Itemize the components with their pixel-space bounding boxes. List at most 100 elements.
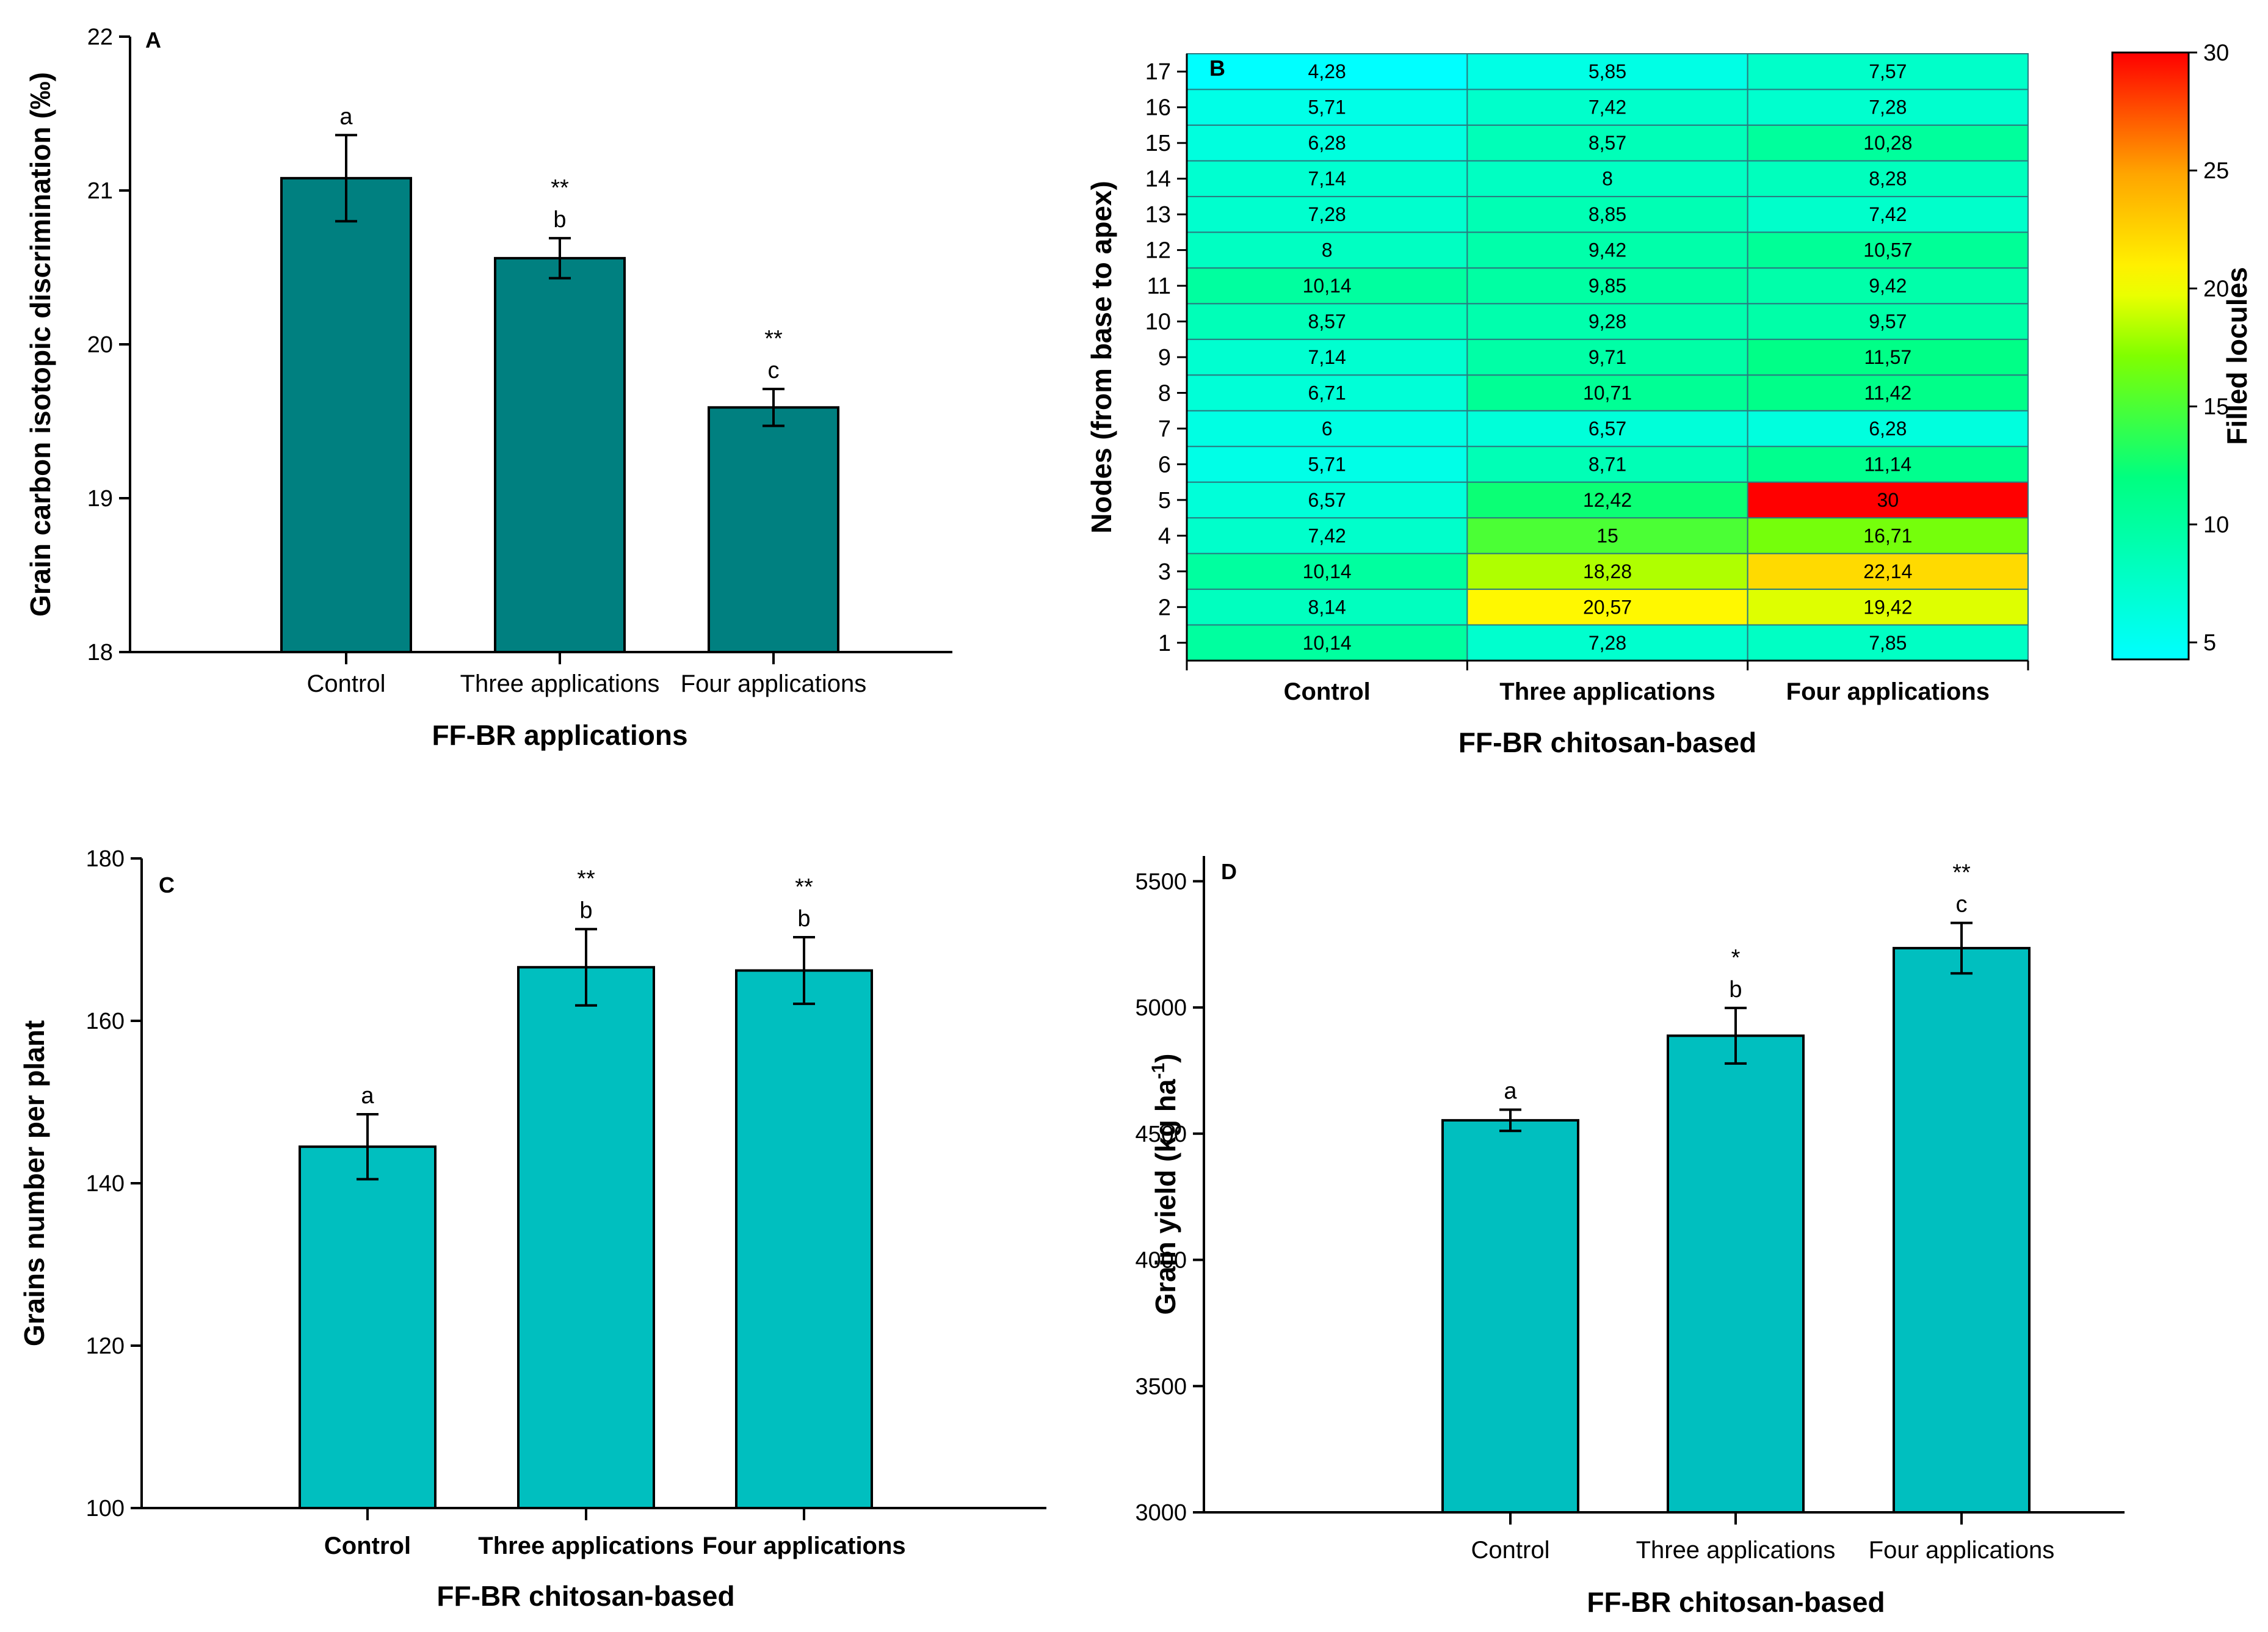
heatmap-cell — [1747, 195, 2029, 233]
panel-D-ytick-label: 4000 — [1135, 1248, 1187, 1274]
heatmap-cell — [1186, 267, 1468, 305]
panel-D-ytick-label: 5000 — [1135, 995, 1187, 1021]
heatmap-cell — [1466, 195, 1748, 233]
heatmap-cell — [1466, 53, 1748, 90]
heatmap-cell-value: 11,14 — [1864, 453, 1911, 475]
heatmap-cell-value: 8,71 — [1589, 453, 1626, 475]
heatmap-cell — [1747, 374, 2029, 412]
heatmap-cell — [1186, 589, 1468, 626]
panel-A-ytick-label: 20 — [87, 332, 113, 358]
heatmap-cell-value: 8,14 — [1308, 596, 1346, 618]
heatmap-cell-value: 6,57 — [1589, 418, 1626, 440]
heatmap-cell — [1466, 410, 1748, 448]
colorbar-tick-label: 30 — [2203, 40, 2229, 66]
panel-D-ytick-label: 3500 — [1135, 1374, 1187, 1399]
heatmap-row-label: 11 — [1147, 274, 1171, 299]
panel-C-category-label: Four applications — [702, 1532, 905, 1559]
panel-C-letter-label: b — [797, 906, 810, 932]
heatmap-row-label: 2 — [1158, 595, 1171, 620]
heatmap-cell-value: 7,85 — [1869, 632, 1907, 654]
heatmap-cell — [1466, 517, 1748, 554]
panel-D-letter-label: a — [1504, 1079, 1517, 1104]
colorbar-tick-label: 25 — [2203, 158, 2229, 184]
heatmap-cell-value: 7,42 — [1589, 96, 1626, 118]
heatmap-cell-value: 7,14 — [1308, 346, 1346, 368]
heatmap-cell-value: 22,14 — [1863, 560, 1912, 582]
heatmap-row-label: 16 — [1145, 95, 1171, 121]
panel-D-y-axis-title: Grain yield (kg ha-1) — [1148, 1053, 1181, 1315]
heatmap-cell — [1466, 553, 1748, 590]
panel-C-significance-label: ** — [795, 874, 813, 900]
heatmap-cell-value: 10,28 — [1863, 132, 1912, 154]
heatmap-cell-value: 30 — [1877, 489, 1899, 511]
heatmap-cell — [1186, 195, 1468, 233]
panel-C-significance-label: ** — [577, 866, 595, 892]
panel-C-bar — [517, 966, 655, 1509]
heatmap-cell-value: 10,14 — [1303, 560, 1352, 582]
heatmap-cell-value: 6,71 — [1308, 382, 1346, 404]
panel-C-category-label: Three applications — [478, 1532, 694, 1559]
panel-C-ytick-label: 120 — [86, 1333, 125, 1359]
heatmap-cell — [1186, 231, 1468, 269]
panel-B-label: B — [1209, 56, 1225, 81]
heatmap-cell-value: 5,71 — [1308, 453, 1346, 475]
heatmap-cell-value: 7,42 — [1869, 203, 1907, 225]
panel-C-x-axis-title: FF-BR chitosan-based — [437, 1580, 734, 1612]
panel-D-significance-label: ** — [1952, 860, 1971, 886]
heatmap-cell — [1747, 589, 2029, 626]
heatmap-cell-value: 8,85 — [1589, 203, 1626, 225]
heatmap-row-label: 15 — [1145, 131, 1171, 156]
heatmap-cell-value: 7,57 — [1869, 60, 1907, 82]
heatmap-cell — [1747, 89, 2029, 126]
colorbar-tick-label: 15 — [2203, 394, 2229, 420]
panel-A-bar — [280, 176, 412, 653]
heatmap-cell-value: 20,57 — [1583, 596, 1632, 618]
heatmap-cell-value: 8,57 — [1308, 311, 1346, 333]
heatmap-cell — [1186, 53, 1468, 90]
heatmap-cell-value: 8 — [1602, 168, 1613, 190]
colorbar-tick-label: 10 — [2203, 512, 2229, 538]
panel-C-bar — [299, 1145, 437, 1509]
heatmap-cell — [1466, 89, 1748, 126]
heatmap-cell-value: 8,28 — [1869, 168, 1907, 190]
panel-A-ytick-label: 22 — [87, 24, 113, 50]
heatmap-category-label: Three applications — [1499, 678, 1715, 705]
panel-D-category-label: Control — [1471, 1537, 1550, 1564]
colorbar — [2111, 51, 2190, 661]
panel-A-x-axis-title: FF-BR applications — [432, 719, 687, 751]
panel-A-letter-label: c — [768, 358, 780, 383]
panel-D-significance-label: * — [1731, 945, 1741, 971]
heatmap-cell — [1747, 231, 2029, 269]
heatmap-row-label: 1 — [1158, 631, 1171, 656]
heatmap-cell-value: 18,28 — [1583, 560, 1632, 582]
heatmap-cell — [1747, 446, 2029, 483]
heatmap-cell — [1466, 481, 1748, 519]
heatmap-cell — [1747, 53, 2029, 90]
panel-C-label: C — [159, 872, 175, 898]
heatmap-row-label: 4 — [1158, 523, 1171, 549]
heatmap-cell — [1186, 338, 1468, 376]
heatmap-row-label: 5 — [1158, 488, 1171, 513]
heatmap-cell-value: 5,71 — [1308, 96, 1346, 118]
heatmap-cell-value: 7,28 — [1869, 96, 1907, 118]
panel-D-letter-label: c — [1956, 892, 1968, 918]
heatmap-row-label: 3 — [1158, 559, 1171, 585]
heatmap-cell-value: 11,42 — [1864, 382, 1911, 404]
heatmap-cell-value: 12,42 — [1583, 489, 1632, 511]
heatmap-cell-value: 7,42 — [1308, 524, 1346, 546]
panel-A-category-label: Control — [307, 670, 386, 697]
heatmap-cell-value: 19,42 — [1863, 596, 1912, 618]
panel-A-category-label: Three applications — [460, 670, 660, 697]
heatmap-cell — [1747, 267, 2029, 305]
panel-D-x-axis-title: FF-BR chitosan-based — [1587, 1586, 1885, 1618]
heatmap-cell-value: 11,57 — [1864, 346, 1911, 368]
heatmap-cell-value: 5,85 — [1589, 60, 1626, 82]
heatmap-cell — [1466, 374, 1748, 412]
panel-C-letter-label: b — [579, 898, 592, 924]
panel-C-y-axis-title: Grains number per plant — [18, 1020, 50, 1346]
panel-A-bar — [708, 406, 839, 653]
panel-D-ytick-label: 5500 — [1135, 869, 1187, 894]
heatmap-cell — [1466, 124, 1748, 162]
heatmap-row-label: 10 — [1145, 310, 1171, 335]
heatmap-cell-value: 15 — [1596, 524, 1618, 546]
